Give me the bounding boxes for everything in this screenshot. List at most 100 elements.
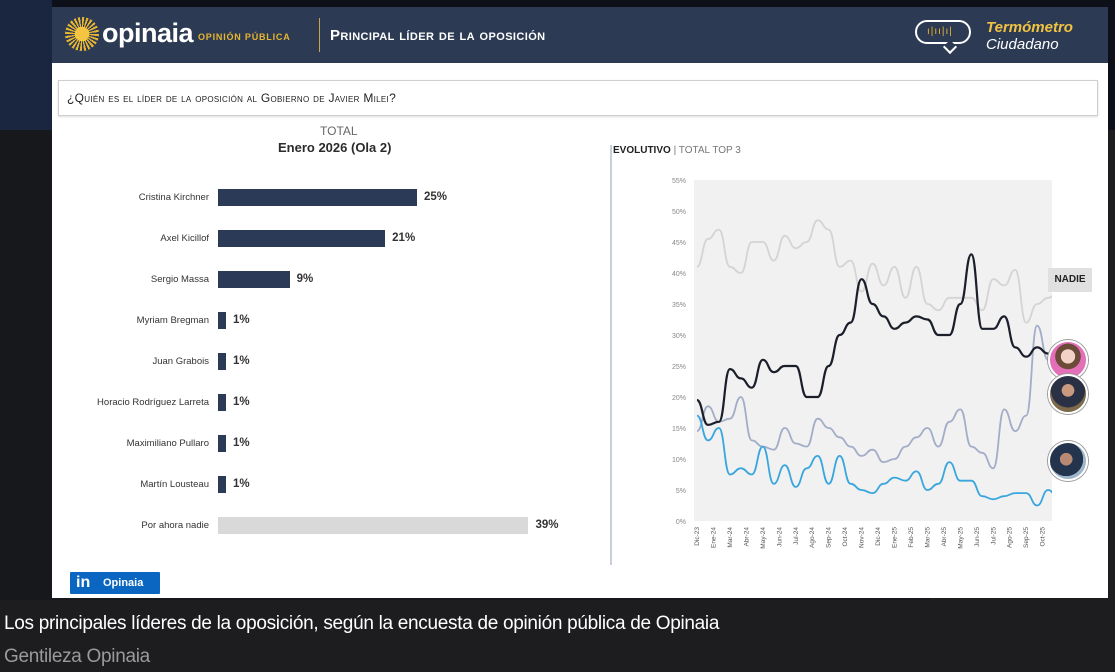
x-tick-label: Mar-25 [924, 527, 931, 548]
linkedin-label: Opinaia [103, 577, 144, 589]
badge-line1: Termómetro [986, 19, 1073, 36]
y-tick-label: 55% [672, 178, 686, 185]
y-tick-label: 25% [672, 364, 686, 371]
avatar-cristina-kirchner [1048, 340, 1088, 380]
y-tick-label: 45% [672, 240, 686, 247]
y-tick-label: 0% [676, 519, 686, 526]
infographic-slide: opinaia OPINIÓN PÚBLICA Principal líder … [52, 7, 1108, 598]
bar-value-label: 1% [232, 437, 250, 449]
bar [218, 312, 226, 329]
bar [218, 394, 226, 411]
bar [218, 230, 386, 247]
line-chart-subtitle: TOTAL TOP 3 [678, 145, 741, 156]
line-chart-title-sep: | [673, 145, 677, 156]
bar-row: Myriam Bregman 1% [52, 312, 592, 330]
x-tick-label: Ene-24 [710, 527, 717, 548]
header-divider [319, 18, 320, 52]
line-chart: 0% 5% 10% 15% 20% 25% 30% 35% 40% 45% 50% 55% Dic-23… [672, 178, 1052, 549]
bar-row: Sergio Massa 9% [52, 271, 592, 289]
x-tick-label: Sep-24 [826, 527, 833, 548]
badge-line2: Ciudadano [986, 36, 1059, 53]
background-article [0, 0, 52, 130]
bar-value-label: 1% [232, 355, 250, 367]
y-tick-label: 15% [672, 426, 686, 433]
speech-bubble-icon: ı|ıı|ı| [915, 20, 971, 44]
line-chart-title: EVOLUTIVO | TOTAL TOP 3 [613, 145, 741, 156]
line-chart-title-main: EVOLUTIVO [613, 145, 671, 156]
bar-value-label: 9% [296, 273, 314, 285]
bar-chart-title: TOTAL [320, 124, 358, 138]
bar [218, 189, 417, 206]
slide-title: Principal líder de la oposición [330, 27, 546, 44]
bar [218, 353, 226, 370]
avatar-axel-kicillof [1048, 374, 1088, 414]
bar-chart-subtitle: Enero 2026 (Ola 2) [278, 140, 392, 155]
y-tick-label: 30% [672, 333, 686, 340]
bar-label: Por ahora nadie [141, 520, 209, 531]
bar [218, 271, 290, 288]
series-line-2 [696, 253, 1052, 426]
x-tick-label: Abr-24 [743, 527, 750, 547]
image-credit: Gentileza Opinaia [4, 646, 150, 667]
plot-background [694, 180, 1052, 521]
bar-value-label: 21% [392, 232, 416, 244]
x-tick-label: May-24 [760, 527, 767, 549]
bar-row: Por ahora nadie 39% [52, 517, 592, 535]
y-tick-label: 5% [676, 488, 686, 495]
bar-row: Juan Grabois 1% [52, 353, 592, 371]
section-divider [610, 145, 612, 565]
x-tick-label: Feb-25 [908, 527, 915, 548]
x-tick-label: Abr-25 [941, 527, 948, 547]
bar-row: Axel Kicillof 21% [52, 230, 592, 248]
image-caption: Los principales líderes de la oposición,… [4, 613, 720, 634]
x-tick-label: Oct-24 [842, 527, 849, 547]
bar-label: Maximiliano Pullaro [126, 438, 209, 449]
x-tick-label: Sep-25 [1023, 527, 1030, 548]
linkedin-badge[interactable]: in Opinaia [70, 572, 160, 594]
bar-label: Juan Grabois [152, 356, 209, 367]
x-tick-label: Oct-25 [1040, 527, 1047, 547]
x-tick-label: Jun-24 [776, 527, 783, 547]
logo-text: opinaia [102, 18, 194, 48]
x-tick-label: Jul-25 [990, 527, 997, 545]
slide-header: opinaia OPINIÓN PÚBLICA Principal líder … [52, 7, 1108, 63]
bar-value-label: 1% [232, 314, 250, 326]
series-label-nadie: NADIE [1048, 268, 1092, 292]
y-tick-label: 20% [672, 395, 686, 402]
bar-label: Cristina Kirchner [138, 192, 209, 203]
x-tick-label: Mar-24 [727, 527, 734, 548]
logo-subtitle: OPINIÓN PÚBLICA [198, 32, 291, 42]
y-tick-label: 10% [672, 457, 686, 464]
x-tick-label: Ene-25 [892, 527, 899, 548]
bar [218, 476, 226, 493]
bar-label: Sergio Massa [150, 274, 209, 285]
y-tick-label: 35% [672, 302, 686, 309]
avatar-sergio-massa [1048, 441, 1088, 481]
bar [218, 517, 529, 534]
x-tick-label: Jun-25 [974, 527, 981, 547]
series-line-0 [696, 219, 1052, 324]
opinaia-logo-icon [65, 17, 99, 51]
bar-value-label: 1% [232, 478, 250, 490]
bar-label: Axel Kicillof [160, 233, 209, 244]
question-box: ¿Quién es el líder de la oposición al Go… [58, 80, 1098, 116]
x-tick-label: Dic-23 [694, 527, 701, 546]
bar-row: Cristina Kirchner 25% [52, 189, 592, 207]
x-tick-label: May-25 [957, 527, 964, 549]
bar-value-label: 25% [424, 191, 448, 203]
y-tick-label: 40% [672, 271, 686, 278]
x-tick-label: Ago-25 [1007, 527, 1014, 548]
y-tick-label: 50% [672, 209, 686, 216]
bar-row: Horacio Rodríguez Larreta 1% [52, 394, 592, 412]
bar-row: Maximiliano Pullaro 1% [52, 435, 592, 453]
x-tick-label: Dic-24 [875, 527, 882, 546]
bar-label: Myriam Bregman [136, 315, 209, 326]
bar-label: Martín Lousteau [140, 479, 209, 490]
bar-row: Martín Lousteau 1% [52, 476, 592, 494]
question-text: ¿Quién es el líder de la oposición al Go… [67, 91, 397, 105]
bar-value-label: 1% [232, 396, 250, 408]
bar-label: Horacio Rodríguez Larreta [97, 397, 209, 408]
series-line-3 [696, 414, 1052, 507]
x-tick-label: Jul-24 [793, 527, 800, 545]
x-tick-label: Nov-24 [859, 527, 866, 548]
